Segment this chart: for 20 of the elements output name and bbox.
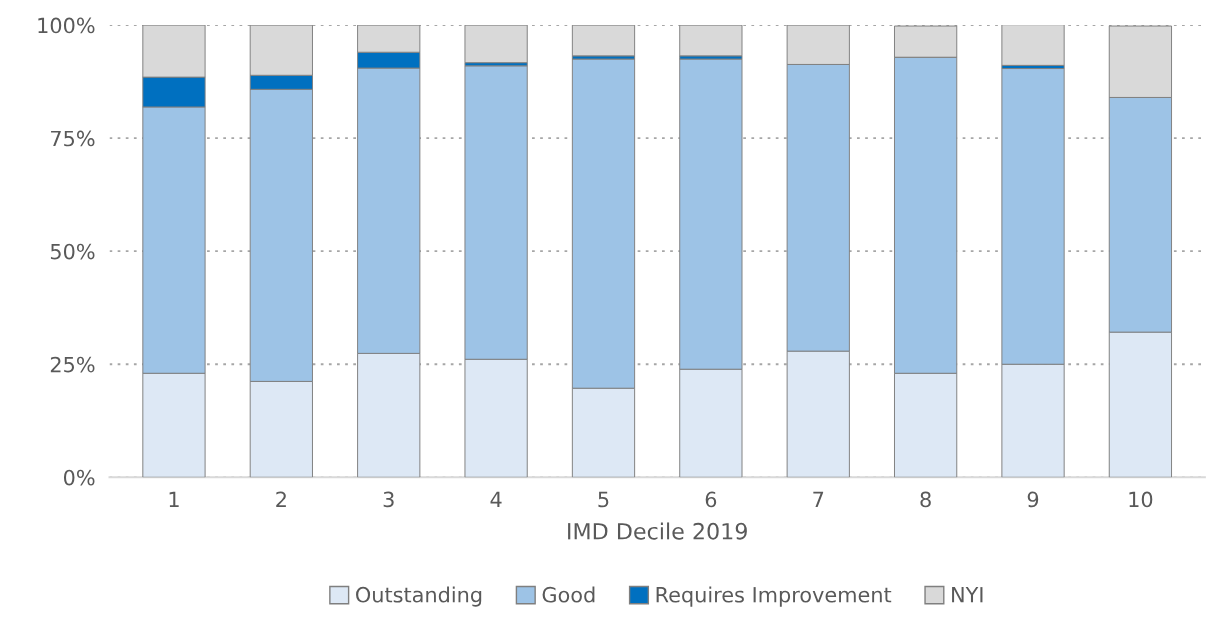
y-tick-label: 25% bbox=[50, 356, 95, 373]
x-tick-label: 5 bbox=[598, 491, 609, 508]
legend-label: Good bbox=[542, 586, 595, 603]
x-tick-label: 3 bbox=[383, 491, 394, 508]
y-tick-label: 0% bbox=[63, 469, 95, 486]
x-tick-label: 10 bbox=[1129, 491, 1153, 508]
x-tick-label: 2 bbox=[276, 491, 286, 507]
x-tick-label: 9 bbox=[1027, 491, 1039, 508]
x-tick-label: 8 bbox=[920, 491, 931, 508]
legend-label: Outstanding bbox=[356, 586, 482, 607]
x-axis-title: IMD Decile 2019 bbox=[568, 522, 747, 540]
y-tick-label: 50% bbox=[50, 243, 95, 260]
x-tick-label: 6 bbox=[705, 491, 717, 508]
y-tick-label: 100% bbox=[38, 17, 95, 34]
legend-label: Requires Improvement bbox=[656, 586, 892, 607]
x-tick-label: 1 bbox=[169, 491, 179, 507]
x-tick-label: 4 bbox=[490, 491, 502, 507]
x-tick-label: 7 bbox=[813, 491, 824, 507]
y-tick-label: 75% bbox=[51, 130, 95, 147]
legend-label: NYI bbox=[952, 587, 983, 603]
